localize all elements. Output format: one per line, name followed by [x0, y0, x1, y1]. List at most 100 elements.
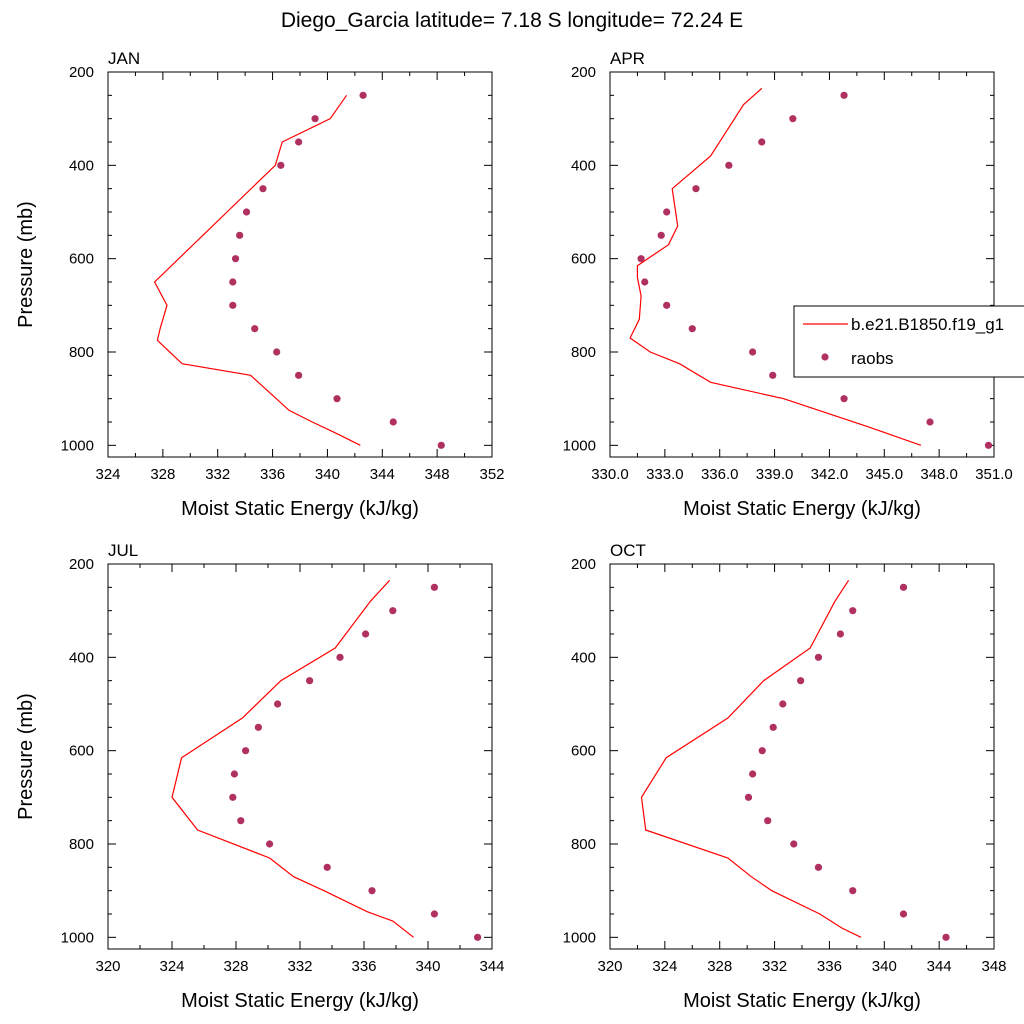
- obs-point: [749, 348, 757, 356]
- panel-label-oct: OCT: [610, 541, 646, 560]
- panel-oct: OCT 320 324 328 332 336 340 344 348 200 400 600 800 1…: [563, 541, 1007, 1012]
- obs-point: [836, 630, 845, 638]
- x-tick-label: 328: [150, 466, 175, 483]
- y-tick-label: 600: [571, 251, 596, 268]
- obs-point: [229, 278, 237, 286]
- x-tick-label: 336.0: [701, 466, 739, 483]
- obs-point: [814, 653, 823, 661]
- obs-point: [389, 418, 397, 426]
- obs-point: [230, 770, 238, 778]
- obs-point: [229, 793, 237, 801]
- x-axis-label-jan: Moist Static Energy (kJ/kg): [181, 498, 419, 520]
- x-tick-label: 320: [597, 958, 622, 975]
- obs-point: [790, 840, 798, 848]
- obs-point: [242, 208, 251, 216]
- y-tick-label: 600: [571, 743, 596, 760]
- obs-point: [789, 115, 797, 123]
- obs-point: [359, 91, 367, 99]
- obs-point: [758, 138, 766, 146]
- panel-jul: JUL 320 324 328 332 336 340 344 200 400 600 800 1000…: [15, 541, 505, 1012]
- obs-point: [306, 677, 314, 685]
- obs-point: [749, 770, 757, 778]
- panel-label-apr: APR: [610, 49, 645, 68]
- obs-point: [849, 607, 857, 615]
- obs-point: [840, 395, 848, 403]
- x-axis-label-jul: Moist Static Energy (kJ/kg): [181, 990, 419, 1012]
- x-tick-label: 348.0: [920, 466, 958, 483]
- obs-point: [744, 793, 753, 801]
- x-tick-label: 336: [817, 958, 842, 975]
- obs-point: [849, 887, 857, 895]
- model-series-line-oct: [640, 579, 862, 938]
- y-axis-label-jul: Pressure (mb): [15, 693, 37, 820]
- obs-point: [688, 325, 696, 333]
- x-tick-label: 342.0: [811, 466, 849, 483]
- model-series-line-jul: [171, 579, 414, 938]
- obs-point: [692, 185, 700, 193]
- obs-point: [840, 91, 848, 99]
- x-tick-label: 340: [872, 958, 897, 975]
- obs-point: [758, 747, 766, 755]
- x-tick-label: 320: [95, 958, 120, 975]
- x-tick-label: 351.0: [975, 466, 1013, 483]
- obs-point: [797, 677, 805, 685]
- y-tick-label: 200: [69, 64, 94, 81]
- x-tick-label: 344: [479, 958, 504, 975]
- plot-frame-jul: [107, 563, 493, 950]
- x-tick-label: 336: [260, 466, 285, 483]
- obs-point: [926, 418, 934, 426]
- obs-point: [236, 231, 244, 239]
- y-tick-label: 800: [69, 836, 94, 853]
- legend-obs-swatch: [821, 353, 829, 361]
- obs-point: [663, 301, 671, 309]
- y-tick-label: 400: [571, 649, 596, 666]
- y-tick-label: 1000: [61, 929, 94, 946]
- x-tick-label: 332: [762, 958, 787, 975]
- obs-point: [277, 161, 285, 169]
- obs-point: [254, 723, 262, 731]
- x-tick-label: 348: [425, 466, 450, 483]
- x-axis-label-oct: Moist Static Energy (kJ/kg): [683, 990, 921, 1012]
- obs-point: [437, 441, 445, 449]
- obs-point: [663, 208, 671, 216]
- plot-frame-apr: [609, 71, 995, 458]
- model-series-line-jan: [153, 94, 361, 446]
- x-tick-label: 332: [205, 466, 230, 483]
- model-series-line-apr: [629, 87, 922, 446]
- legend-obs-label: raobs: [851, 349, 894, 368]
- obs-point: [474, 933, 482, 941]
- panel-apr: APR 330.0 333.0 336.0 339.0 342.0 345.0 348.0 35…: [563, 49, 1024, 520]
- x-tick-label: 344: [370, 466, 395, 483]
- obs-point: [389, 607, 397, 615]
- obs-point: [430, 910, 438, 918]
- obs-point: [311, 115, 319, 123]
- obs-point: [323, 863, 331, 871]
- y-tick-label: 600: [69, 251, 94, 268]
- obs-point: [657, 231, 665, 239]
- y-tick-label: 200: [571, 64, 596, 81]
- x-tick-label: 352: [479, 466, 504, 483]
- obs-point: [333, 395, 341, 403]
- obs-point: [251, 325, 259, 333]
- panel-label-jul: JUL: [108, 541, 138, 560]
- x-tick-label: 332: [287, 958, 312, 975]
- obs-point: [814, 863, 823, 871]
- x-tick-label: 345.0: [866, 466, 904, 483]
- y-tick-label: 1000: [563, 929, 596, 946]
- obs-point: [764, 817, 772, 825]
- figure-title: Diego_Garcia latitude= 7.18 S longitude=…: [281, 9, 743, 32]
- obs-point: [984, 441, 993, 449]
- x-tick-label: 340: [415, 958, 440, 975]
- panel-label-jan: JAN: [108, 49, 140, 68]
- obs-point: [942, 933, 950, 941]
- plot-frame-jan: [107, 71, 493, 458]
- x-tick-label: 324: [159, 958, 184, 975]
- obs-point: [641, 278, 649, 286]
- x-tick-label: 324: [652, 958, 677, 975]
- obs-point: [725, 161, 733, 169]
- obs-point: [237, 817, 245, 825]
- x-tick-label: 340: [315, 466, 340, 483]
- obs-point: [368, 887, 376, 895]
